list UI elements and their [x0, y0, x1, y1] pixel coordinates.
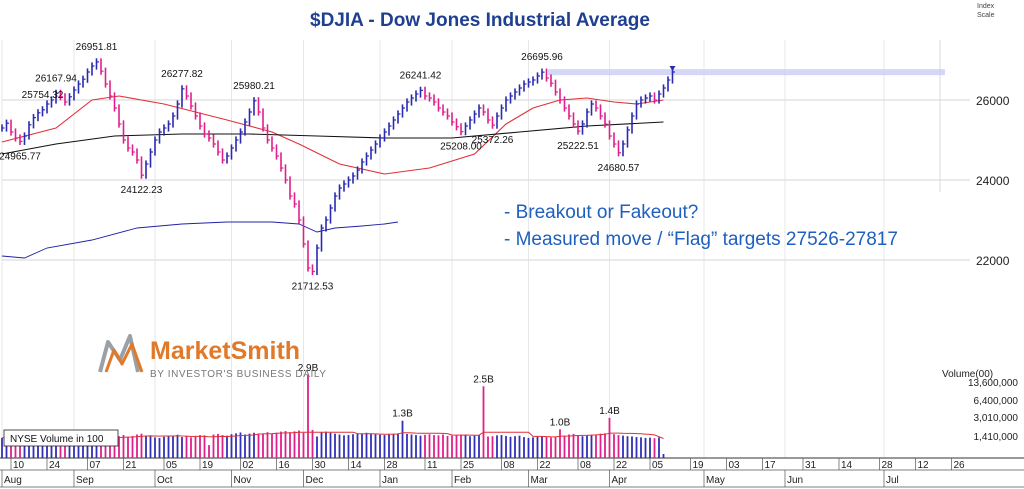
breakout-zone: [548, 69, 945, 76]
day-tick-label: 05: [166, 460, 178, 471]
volume-label: 1.3B: [392, 409, 413, 420]
price-annotation: 25372.26: [472, 135, 514, 146]
volume-label: 2.5B: [473, 374, 494, 385]
note-measured-move: - Measured move / “Flag” targets 27526-2…: [504, 229, 898, 250]
volume-label: 1.4B: [599, 406, 620, 417]
month-tick-label: Jun: [787, 475, 803, 486]
day-tick-label: 10: [13, 460, 25, 471]
month-tick-label: Jul: [886, 475, 899, 486]
price-annotation: 24122.23: [121, 185, 163, 196]
month-tick-label: Apr: [612, 475, 628, 486]
price-annotation: 26695.96: [521, 52, 563, 63]
series-line-1: [1, 95, 664, 175]
price-annotation: 25754.32: [22, 90, 64, 101]
day-tick-label: 24: [49, 460, 61, 471]
chart-title: $DJIA - Dow Jones Industrial Average: [310, 10, 650, 31]
label-layer: 22000 24000 26000 24965.77 25754.32 26167.94 2…: [0, 42, 1018, 486]
day-tick-label: 19: [693, 460, 705, 471]
day-tick-label: 12: [918, 460, 930, 471]
volume-tick-label: 1,410,000: [974, 432, 1019, 443]
day-tick-label: 28: [882, 460, 894, 471]
day-tick-label: 03: [729, 460, 741, 471]
day-tick-label: 08: [504, 460, 516, 471]
scale-label-line2: Scale: [977, 12, 995, 19]
price-annotation: 25980.21: [233, 81, 275, 92]
month-tick-label: Sep: [76, 475, 94, 486]
note-breakout: - Breakout or Fakeout?: [504, 202, 698, 223]
volume-legend: NYSE Volume in 100: [10, 434, 104, 445]
price-annotation: 26277.82: [161, 69, 203, 80]
y-tick-label: 24000: [976, 174, 1010, 188]
volume-tick-label: 6,400,000: [974, 396, 1019, 407]
month-tick-label: Dec: [306, 475, 324, 486]
price-annotation: 24965.77: [0, 151, 41, 162]
day-tick-label: 07: [90, 460, 102, 471]
volume-tick-label: 3,010,000: [974, 413, 1019, 424]
month-tick-label: Nov: [234, 475, 252, 486]
day-tick-label: 22: [616, 460, 628, 471]
marketsmith-wordmark: MarketSmith: [150, 337, 300, 365]
day-tick-label: 31: [805, 460, 817, 471]
month-tick-label: Aug: [4, 475, 22, 486]
day-tick-label: 17: [765, 460, 777, 471]
y-tick-label: 22000: [976, 254, 1010, 268]
day-tick-label: 25: [463, 460, 475, 471]
day-tick-label: 19: [202, 460, 214, 471]
month-tick-label: Feb: [454, 475, 472, 486]
day-tick-label: 28: [387, 460, 399, 471]
marketsmith-logo-mark: [98, 334, 144, 373]
day-tick-label: 14: [351, 460, 363, 471]
y-tick-label: 26000: [976, 94, 1010, 108]
marketsmith-logo: MarketSmith BY INVESTOR'S BUSINESS DAILY: [98, 334, 327, 380]
series-line-2: [1, 121, 664, 155]
gridlines: [0, 40, 1024, 488]
month-tick-label: Mar: [531, 475, 549, 486]
price-annotation: 24680.57: [598, 163, 640, 174]
price-annotation: 25208.00: [440, 142, 482, 153]
volume-legend-box: [3, 429, 119, 447]
day-tick-label: 21: [126, 460, 138, 471]
day-tick-label: 16: [279, 460, 291, 471]
price-annotation: 26167.94: [35, 73, 77, 84]
day-tick-label: 11: [427, 460, 438, 471]
scale-label-line1: Index: [977, 3, 995, 10]
series-line-3: [1, 221, 399, 259]
day-tick-label: 22: [540, 460, 552, 471]
day-tick-label: 14: [841, 460, 853, 471]
price-panel: [1, 58, 945, 276]
price-annotation: 21712.53: [292, 281, 334, 292]
volume-header: Volume(00): [942, 369, 993, 380]
month-tick-label: Oct: [157, 475, 173, 486]
day-tick-label: 08: [580, 460, 592, 471]
volume-tick-label: 13,600,000: [968, 378, 1018, 389]
day-tick-label: 02: [243, 460, 255, 471]
day-tick-label: 05: [652, 460, 664, 471]
day-tick-label: 26: [954, 460, 966, 471]
month-tick-label: May: [706, 475, 725, 486]
day-tick-label: 30: [315, 460, 327, 471]
month-tick-label: Jan: [382, 475, 398, 486]
price-annotation: 25222.51: [557, 141, 599, 152]
volume-label: 2.9B: [298, 363, 319, 374]
marketsmith-tagline: BY INVESTOR'S BUSINESS DAILY: [150, 369, 327, 380]
price-annotation: 26241.42: [400, 70, 442, 81]
latest-price-marker: [669, 66, 676, 71]
price-annotation: 26951.81: [76, 42, 118, 53]
volume-label: 1.0B: [550, 417, 571, 428]
